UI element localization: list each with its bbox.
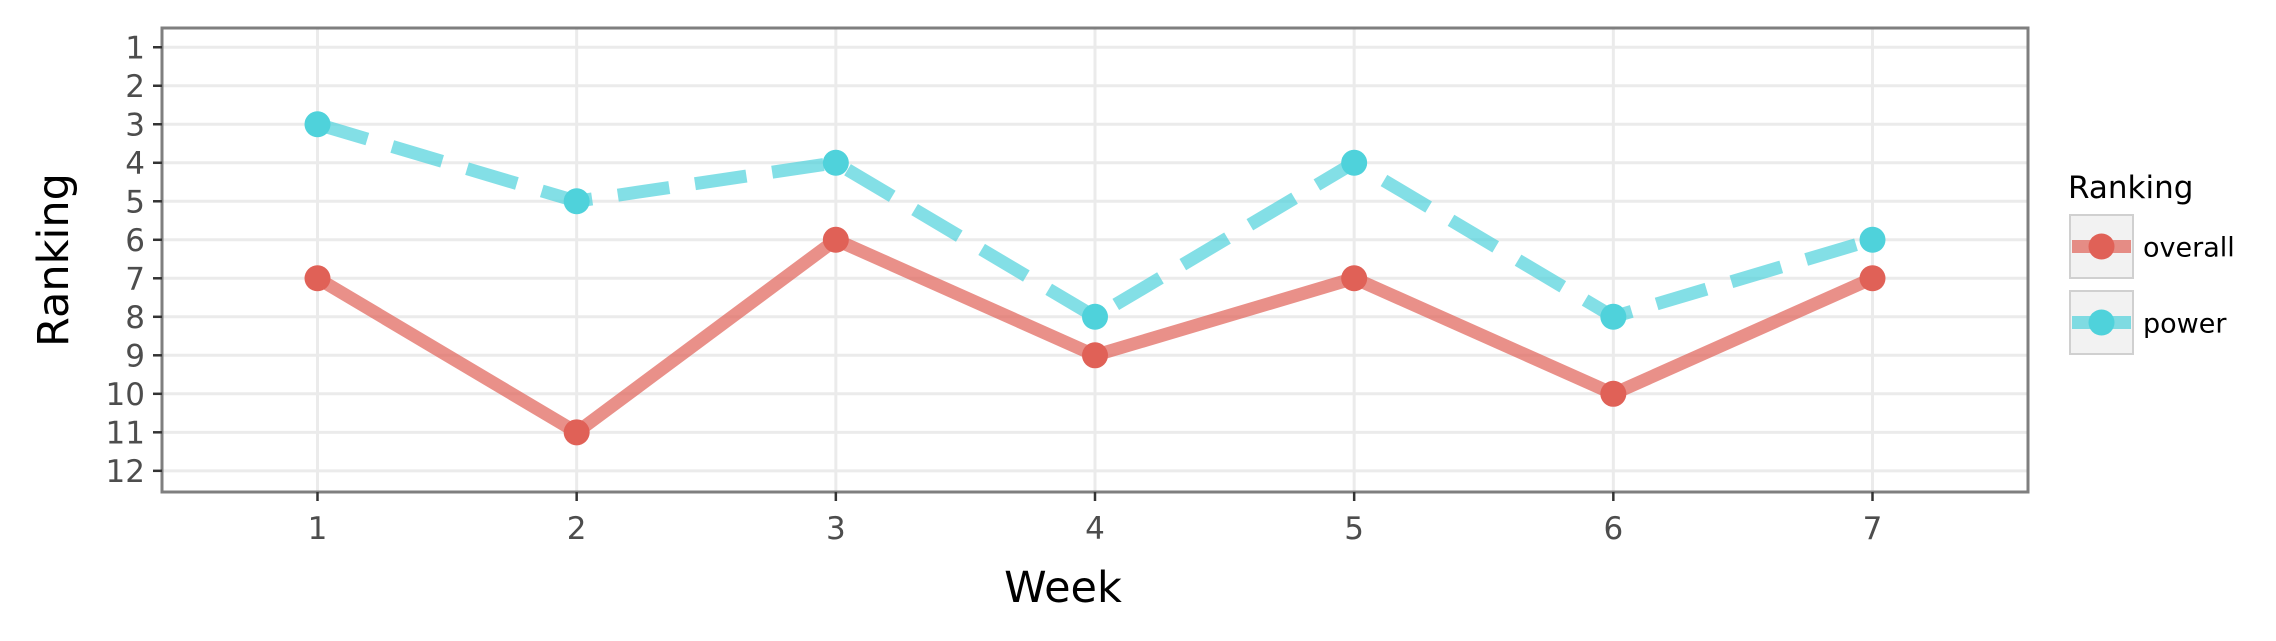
data-point-overall	[1082, 342, 1108, 369]
x-tick-label: 3	[826, 511, 846, 547]
x-tick-label: 5	[1344, 511, 1364, 547]
data-point-power	[1082, 303, 1108, 330]
data-point-power	[1341, 149, 1368, 176]
x-axis: 1 2 3 4 5 6 7	[308, 492, 1883, 547]
legend-label-overall: overall	[2143, 233, 2235, 264]
data-point-overall	[1341, 265, 1368, 292]
x-tick-label: 6	[1603, 511, 1623, 547]
y-tick-label: 3	[125, 107, 145, 143]
y-tick-label: 6	[125, 223, 145, 259]
data-point-power	[563, 188, 590, 215]
data-point-power	[1859, 226, 1886, 253]
y-axis-title: Ranking	[29, 173, 79, 347]
data-point-overall	[1859, 265, 1886, 292]
x-axis-title: Week	[1004, 563, 1122, 613]
x-tick-label: 2	[567, 511, 587, 547]
y-tick-label: 5	[125, 184, 145, 220]
legend-point-power	[2088, 309, 2115, 336]
series-layer	[304, 111, 1886, 446]
y-tick-label: 4	[125, 146, 145, 182]
legend-title: Ranking	[2068, 170, 2193, 206]
data-point-overall	[1600, 380, 1627, 407]
data-point-overall	[563, 419, 590, 446]
y-tick-label: 11	[106, 415, 145, 451]
x-tick-label: 7	[1863, 511, 1883, 547]
data-point-power	[1600, 303, 1627, 330]
y-tick-label: 9	[125, 338, 145, 374]
y-tick-label: 1	[125, 30, 145, 66]
legend-label-power: power	[2143, 309, 2227, 340]
y-tick-label: 12	[106, 454, 145, 490]
legend-point-overall	[2088, 233, 2115, 260]
data-point-power	[304, 111, 331, 138]
y-tick-label: 2	[125, 69, 145, 105]
data-point-power	[822, 149, 849, 176]
x-tick-label: 4	[1085, 511, 1105, 547]
data-point-overall	[822, 226, 849, 253]
data-point-overall	[304, 265, 331, 292]
legend: Ranking overall power	[2068, 170, 2235, 355]
y-tick-label: 10	[106, 377, 145, 413]
x-tick-label: 1	[308, 511, 328, 547]
y-tick-label: 7	[125, 261, 145, 297]
y-tick-label: 8	[125, 300, 145, 336]
